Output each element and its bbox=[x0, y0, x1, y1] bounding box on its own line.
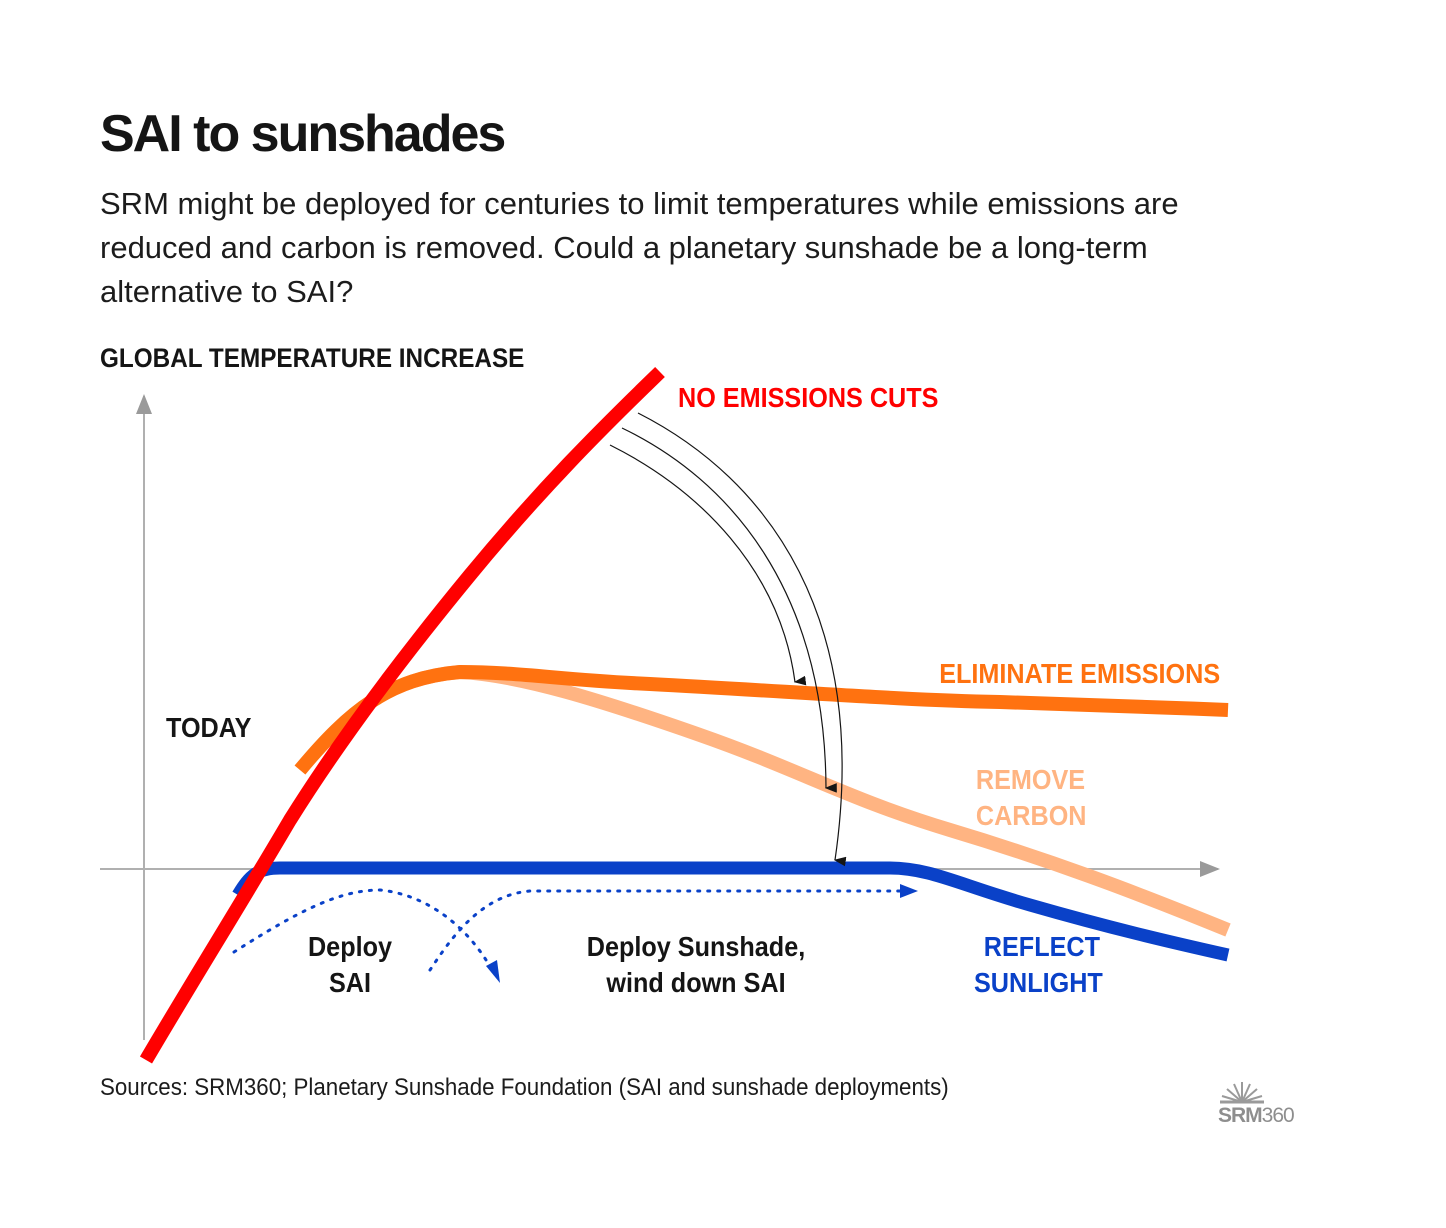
label-remove-carbon-line2: CARBON bbox=[975, 800, 1087, 831]
deploy-sunshade-arrowhead bbox=[900, 884, 918, 898]
label-today: TODAY bbox=[166, 712, 252, 743]
label-remove-carbon: REMOVE CARBON bbox=[975, 762, 1087, 834]
label-reflect-sunlight-line1: REFLECT bbox=[983, 931, 1100, 962]
deploy-sai-dotted-arrow bbox=[232, 888, 494, 972]
logo-text-light: 360 bbox=[1261, 1104, 1295, 1127]
series-no-emissions-cuts bbox=[139, 366, 665, 1064]
srm360-logo: SRM360 bbox=[1218, 1080, 1298, 1130]
label-deploy-sai-line1: Deploy bbox=[307, 931, 393, 962]
page-title: SAI to sunshades bbox=[100, 105, 506, 163]
label-deploy-sunshade-line2: wind down SAI bbox=[606, 967, 786, 998]
label-reflect-sunlight: REFLECT SUNLIGHT bbox=[974, 929, 1103, 1001]
label-reflect-sunlight-line2: SUNLIGHT bbox=[974, 967, 1103, 998]
series-eliminate-emissions bbox=[294, 664, 1229, 775]
label-deploy-sai-line2: SAI bbox=[328, 967, 372, 998]
arrow-to-eliminate bbox=[609, 444, 807, 686]
label-deploy-sai: Deploy SAI bbox=[296, 929, 404, 1001]
y-axis-label: GLOBAL TEMPERATURE INCREASE bbox=[100, 343, 525, 373]
label-eliminate-emissions: ELIMINATE EMISSIONS bbox=[939, 658, 1220, 689]
subtitle: SRM might be deployed for centuries to l… bbox=[100, 186, 1179, 309]
label-no-emissions-cuts: NO EMISSIONS CUTS bbox=[678, 382, 939, 413]
arrow-to-remove bbox=[621, 427, 837, 793]
arrow-to-reflect bbox=[637, 412, 847, 867]
label-deploy-sunshade: Deploy Sunshade, wind down SAI bbox=[574, 929, 819, 1001]
deploy-sai-arrowhead bbox=[486, 960, 500, 983]
logo-text: SRM360 bbox=[1218, 1104, 1295, 1128]
sun-rays-icon bbox=[1220, 1082, 1264, 1104]
logo-text-bold: SRM bbox=[1218, 1104, 1263, 1127]
label-deploy-sunshade-line1: Deploy Sunshade, bbox=[586, 931, 806, 962]
sources-note: Sources: SRM360; Planetary Sunshade Foun… bbox=[100, 1074, 949, 1101]
label-remove-carbon-line1: REMOVE bbox=[975, 764, 1086, 795]
